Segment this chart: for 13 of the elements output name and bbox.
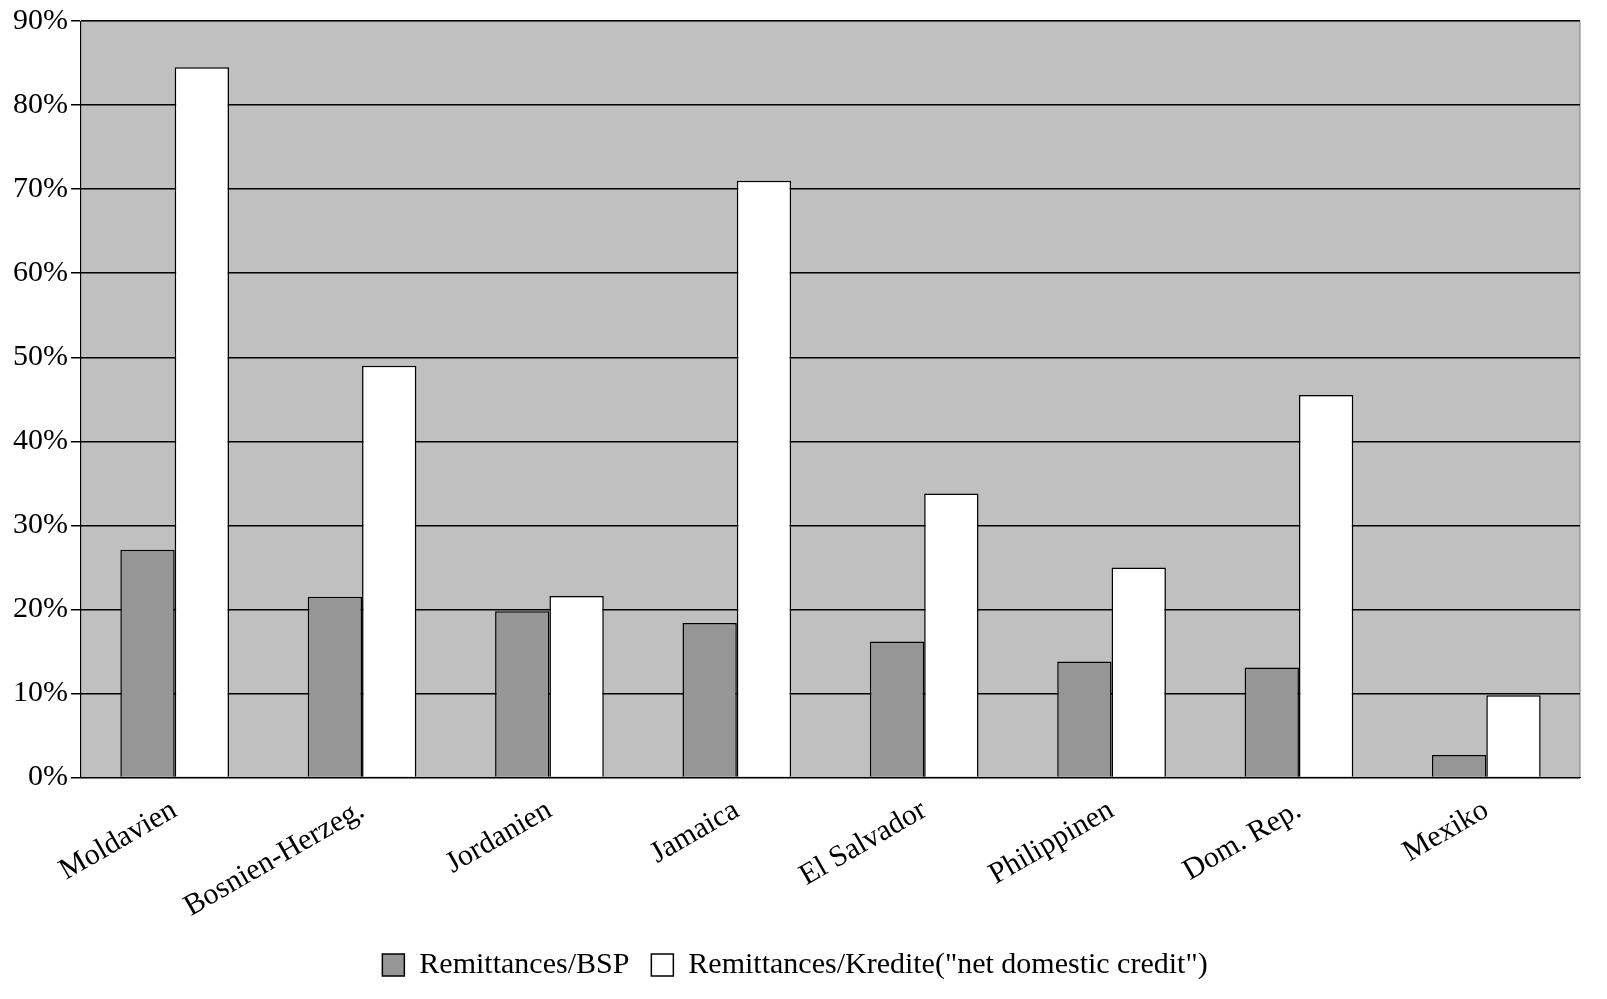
y-tick-label: 20% [12, 590, 68, 624]
y-tick-label: 70% [12, 170, 68, 204]
y-tick-label: 0% [27, 758, 68, 792]
y-tick-label: 80% [12, 85, 68, 119]
legend-label: Remittances/Kredite("net domestic credit") [688, 945, 1208, 980]
y-tick-label: 50% [12, 338, 68, 372]
y-tick-label: 40% [12, 422, 68, 456]
y-tick-label: 10% [12, 674, 68, 708]
y-tick-label: 60% [12, 254, 68, 288]
y-tick-label: 30% [12, 506, 68, 540]
y-tick-label: 90% [12, 1, 68, 35]
x-tick-label: Dom. Rep. [1176, 791, 1306, 886]
legend-label: Remittances/BSP [419, 945, 630, 979]
